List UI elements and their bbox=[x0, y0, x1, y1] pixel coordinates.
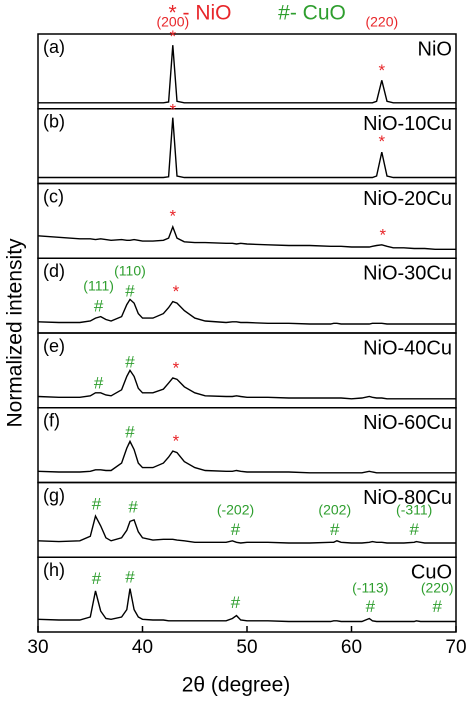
peak-annotation: # bbox=[330, 520, 340, 539]
peak-annotation: * bbox=[380, 225, 387, 244]
panel-name: CuO bbox=[411, 562, 452, 584]
x-tick-label: 40 bbox=[132, 637, 153, 658]
xrd-trace bbox=[37, 439, 456, 474]
panel-label: (c) bbox=[43, 186, 64, 206]
peak-annotation: # bbox=[92, 494, 102, 513]
peak-annotation: (202) bbox=[318, 502, 351, 518]
xrd-trace bbox=[37, 514, 456, 544]
panel-label: (e) bbox=[43, 336, 65, 356]
panel-name: NiO-80Cu bbox=[363, 487, 452, 509]
peak-annotation: (-113) bbox=[352, 579, 388, 595]
xrd-trace bbox=[38, 117, 456, 179]
peak-annotation: (-202) bbox=[217, 502, 254, 518]
peak-annotation: # bbox=[231, 520, 241, 539]
peak-annotation: (200) bbox=[156, 13, 189, 29]
panel-name: NiO-40Cu bbox=[363, 337, 452, 359]
peak-annotation: * bbox=[378, 132, 385, 151]
peak-annotation: * bbox=[173, 282, 180, 301]
legend-entry: #- CuO bbox=[278, 2, 346, 25]
peak-annotation: (220) bbox=[365, 13, 398, 29]
legend-entry: * - NiO bbox=[169, 2, 232, 25]
peak-annotation: # bbox=[92, 569, 102, 588]
xrd-trace bbox=[37, 224, 456, 250]
peak-annotation: * bbox=[173, 358, 180, 377]
peak-annotation: # bbox=[125, 568, 135, 587]
panel-label: (d) bbox=[43, 261, 65, 281]
peak-annotation: (220) bbox=[421, 579, 454, 595]
peak-annotation: * bbox=[169, 207, 176, 226]
panel-label: (f) bbox=[43, 411, 60, 431]
x-tick-label: 50 bbox=[236, 637, 257, 658]
panel-name: NiO-30Cu bbox=[363, 263, 452, 285]
peak-annotation: # bbox=[125, 423, 135, 442]
peak-annotation: # bbox=[125, 352, 135, 371]
peak-annotation: # bbox=[409, 520, 419, 539]
panel-label: (b) bbox=[43, 112, 65, 132]
peak-annotation: # bbox=[125, 281, 135, 300]
panel-label: (h) bbox=[43, 560, 65, 580]
panel-name: NiO-20Cu bbox=[363, 188, 452, 210]
panel-name: NiO-10Cu bbox=[363, 113, 452, 135]
y-axis-label: Normalized intensity bbox=[4, 238, 27, 428]
panel-label: (a) bbox=[43, 37, 65, 57]
peak-annotation: # bbox=[94, 373, 104, 392]
peak-annotation: (-311) bbox=[396, 502, 432, 518]
xrd-trace bbox=[37, 369, 456, 400]
peak-annotation: * bbox=[169, 100, 176, 119]
peak-annotation: * bbox=[169, 27, 176, 46]
panel-frame bbox=[37, 33, 457, 110]
peak-annotation: # bbox=[231, 593, 241, 612]
xrd-trace bbox=[37, 588, 456, 623]
panel-name: NiO-60Cu bbox=[363, 412, 452, 434]
x-tick-label: 70 bbox=[445, 637, 466, 658]
x-axis-label: 2θ (degree) bbox=[182, 674, 291, 697]
peak-annotation: # bbox=[128, 497, 138, 516]
panel-name: NiO bbox=[418, 38, 452, 60]
peak-annotation: # bbox=[366, 597, 376, 616]
peak-annotation: # bbox=[94, 296, 104, 315]
panel-label: (g) bbox=[43, 485, 65, 505]
peak-annotation: (111) bbox=[83, 277, 114, 293]
peak-annotation: * bbox=[378, 61, 385, 80]
xrd-trace bbox=[38, 45, 456, 104]
x-tick-label: 60 bbox=[341, 637, 362, 658]
peak-annotation: (110) bbox=[114, 262, 146, 278]
xrd-trace bbox=[37, 298, 456, 325]
peak-annotation: * bbox=[173, 432, 180, 451]
peak-annotation: # bbox=[432, 597, 442, 616]
x-tick-label: 30 bbox=[27, 637, 48, 658]
